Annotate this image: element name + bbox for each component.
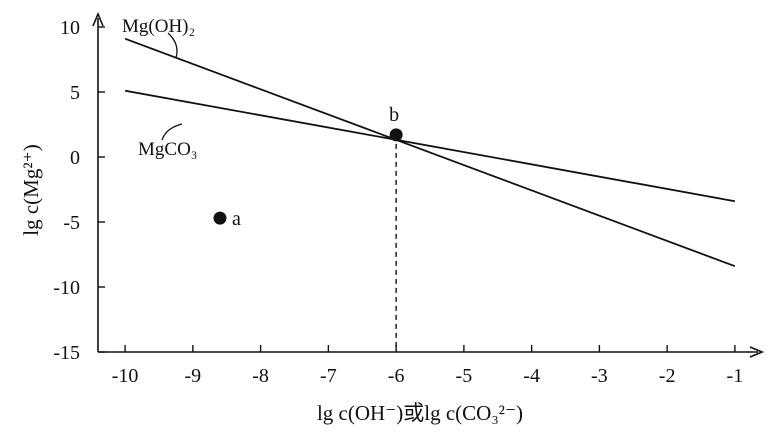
y-tick-label: -10	[53, 277, 80, 299]
x-tick-label: -4	[523, 365, 540, 387]
y-tick-label: -5	[63, 212, 80, 234]
x-tick-label: -10	[112, 365, 139, 387]
x-tick-label: -9	[185, 365, 202, 387]
x-tick-label: -8	[252, 365, 269, 387]
x-tick-label: -2	[659, 365, 676, 387]
axes	[92, 11, 765, 358]
y-tick-label: 10	[60, 17, 80, 39]
points: ab	[213, 104, 403, 230]
labels: lg c(OH⁻)或lg c(CO₃²⁻) lg c(Mg²⁺) Mg(OH)₂…	[19, 16, 523, 425]
y-tick-label: -15	[53, 342, 80, 364]
series	[124, 32, 736, 352]
x-tick-label: -6	[388, 365, 405, 387]
y-tick-label: 5	[70, 82, 80, 104]
point-b	[389, 128, 403, 142]
series-label-mgco3: MgCO₃	[138, 139, 197, 160]
x-tick-label: -5	[456, 365, 473, 387]
x-tick-label: -3	[591, 365, 608, 387]
x-tick-label: -1	[727, 365, 744, 387]
x-axis-title: lg c(OH⁻)或lg c(CO₃²⁻)	[317, 401, 523, 425]
point-a	[213, 211, 227, 225]
point-label-a: a	[232, 208, 241, 230]
series-line-mgco3	[124, 89, 736, 203]
series-line-mgoh2	[124, 37, 736, 268]
series-label-mgoh2: Mg(OH)₂	[122, 16, 195, 37]
y-tick-label: 0	[70, 147, 80, 169]
leader-line-mgco3	[161, 123, 183, 141]
y-axis-title: lg c(Mg²⁺)	[19, 144, 43, 235]
x-tick-label: -7	[320, 365, 337, 387]
y-axis-arrow-icon	[92, 11, 104, 27]
ticks: -10 -9 -8 -7 -6 -5 -4 -3 -2 -1 10 5 0 -5 -10 -15	[53, 17, 743, 387]
leader-line-mgoh2	[167, 32, 178, 59]
point-label-b: b	[389, 104, 399, 126]
x-axis-arrow-icon	[749, 346, 765, 358]
